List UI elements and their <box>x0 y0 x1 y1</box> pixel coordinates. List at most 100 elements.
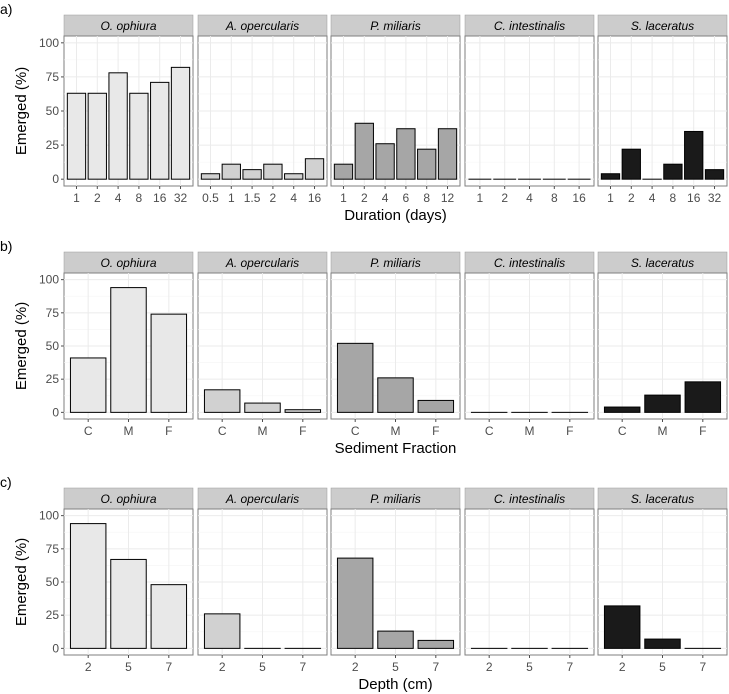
x-tick-label: 2 <box>486 660 493 674</box>
bar <box>336 557 374 649</box>
facet-panel: S. laceratus 2 5 7 <box>597 487 728 674</box>
x-tick-label: 1 <box>228 191 235 205</box>
bar <box>417 148 437 180</box>
x-tick-label: 8 <box>423 191 430 205</box>
x-tick-label: 1.5 <box>244 191 261 205</box>
facet-strip-label: A. opercularis <box>225 256 299 270</box>
y-axis-title: Emerged (%) <box>13 302 30 390</box>
x-tick-label: 2 <box>94 191 101 205</box>
y-tick-label: 100 <box>39 273 59 287</box>
facet-panel: A. opercularis C M F <box>197 251 328 438</box>
x-tick-label: 5 <box>659 660 666 674</box>
bar <box>644 638 681 649</box>
x-tick-label: 4 <box>526 191 533 205</box>
x-tick-label: 4 <box>382 191 389 205</box>
bar <box>129 92 149 180</box>
facet-strip-label: C. intestinalis <box>494 256 565 270</box>
bar <box>684 130 704 180</box>
bar <box>417 639 455 649</box>
x-tick-label: 8 <box>670 191 677 205</box>
bar <box>244 402 281 413</box>
x-tick-label: 5 <box>125 660 132 674</box>
x-tick-label: 2 <box>501 191 508 205</box>
facet-panel: O. ophiura 1 2 4 8 16 32 <box>63 14 194 205</box>
x-tick-label: 5 <box>392 660 399 674</box>
bar <box>108 72 128 180</box>
x-axis-title: Depth (cm) <box>358 676 432 693</box>
facet-strip-label: S. laceratus <box>631 19 694 33</box>
x-tick-label: M <box>124 424 134 438</box>
x-tick-label: 0.5 <box>202 191 219 205</box>
bar <box>304 158 325 180</box>
x-tick-label: 32 <box>708 191 722 205</box>
y-tick-label: 100 <box>39 509 59 523</box>
x-tick-label: 4 <box>649 191 656 205</box>
bar <box>684 381 722 413</box>
facet-strip-label: O. ophiura <box>100 492 156 506</box>
x-tick-label: 1 <box>340 191 347 205</box>
y-tick-label: 50 <box>46 575 60 589</box>
bar <box>203 613 241 649</box>
x-tick-label: 7 <box>432 660 439 674</box>
bar <box>110 558 147 649</box>
x-tick-label: 2 <box>85 660 92 674</box>
bar <box>621 148 641 180</box>
bar <box>377 630 414 649</box>
x-tick-label: 1 <box>607 191 614 205</box>
y-tick-label: 75 <box>46 306 60 320</box>
bar <box>333 163 354 180</box>
y-tick-label: 75 <box>46 70 60 84</box>
x-tick-label: F <box>299 424 306 438</box>
facet-panel: C. intestinalis C M F <box>464 251 595 438</box>
x-tick-label: 8 <box>136 191 143 205</box>
x-tick-label: 16 <box>153 191 167 205</box>
bar <box>150 313 188 413</box>
bar <box>377 377 414 413</box>
x-tick-label: 8 <box>551 191 558 205</box>
facet-panel: A. opercularis 2 5 7 <box>197 487 328 674</box>
bar <box>284 173 304 180</box>
y-tick-label: 25 <box>46 372 60 386</box>
facet-strip-label: S. laceratus <box>631 256 694 270</box>
facet-strip-label: P. miliaris <box>370 19 420 33</box>
x-tick-label: 7 <box>699 660 706 674</box>
bar <box>221 163 241 180</box>
x-tick-label: 4 <box>290 191 297 205</box>
x-tick-label: C <box>84 424 93 438</box>
panel-label: b) <box>0 238 12 254</box>
facet-panel: O. ophiura 2 5 7 <box>63 487 194 674</box>
y-tick-label: 25 <box>46 138 60 152</box>
x-tick-label: 5 <box>259 660 266 674</box>
bar <box>66 92 87 180</box>
facet-strip-label: O. ophiura <box>100 256 156 270</box>
x-tick-label: 2 <box>352 660 359 674</box>
x-tick-label: F <box>432 424 439 438</box>
panel-label: c) <box>0 474 12 490</box>
y-tick-label: 100 <box>39 36 59 50</box>
y-tick-label: 0 <box>52 641 59 655</box>
bar <box>396 128 416 180</box>
x-tick-label: 12 <box>441 191 455 205</box>
x-tick-label: 4 <box>115 191 122 205</box>
bar <box>110 287 147 413</box>
facet-panel: P. miliaris C M F <box>330 251 461 438</box>
facet-panel: C. intestinalis 1 2 4 8 16 <box>464 14 595 205</box>
y-tick-label: 25 <box>46 608 60 622</box>
bar <box>603 605 641 649</box>
bar <box>644 394 681 413</box>
bar <box>170 66 191 180</box>
bar <box>263 163 283 180</box>
facet-strip-label: P. miliaris <box>370 492 420 506</box>
x-tick-label: C <box>218 424 227 438</box>
x-tick-label: C <box>618 424 627 438</box>
bar <box>87 92 107 180</box>
x-tick-label: 2 <box>219 660 226 674</box>
x-tick-label: 2 <box>361 191 368 205</box>
x-axis-title: Sediment Fraction <box>335 440 457 457</box>
x-tick-label: 1 <box>477 191 484 205</box>
facet-panel: P. miliaris 2 5 7 <box>330 487 461 674</box>
bar <box>704 169 725 180</box>
x-tick-label: M <box>658 424 668 438</box>
x-tick-label: 7 <box>299 660 306 674</box>
